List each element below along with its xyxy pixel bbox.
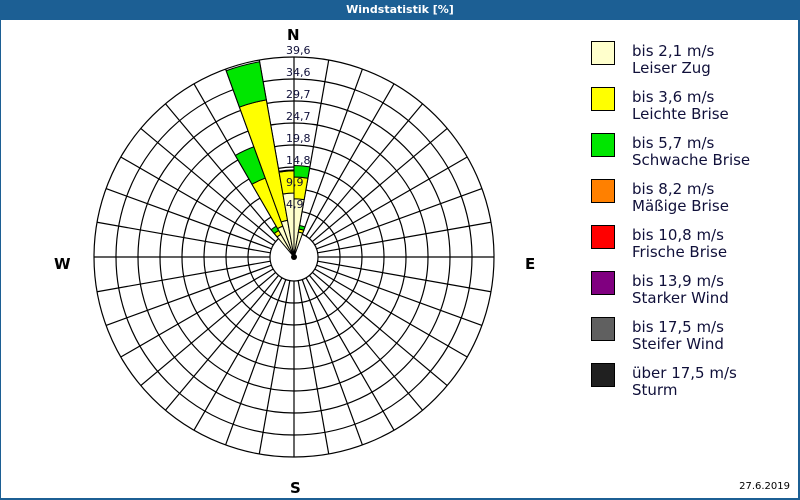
ring-labels: 4,9 9,9 14,8 19,8 24,7 29,7 34,6 39,6 [286, 44, 311, 211]
legend-speed: über 17,5 m/s [632, 364, 737, 382]
ring-label: 39,6 [286, 44, 311, 57]
legend-item: bis 13,9 m/s Starker Wind [591, 271, 791, 317]
grid-spoke [301, 68, 363, 235]
grid-spoke [297, 280, 330, 455]
legend-description: Leichte Brise [632, 105, 729, 123]
ring-label: 9,9 [286, 176, 304, 189]
grid-spoke [316, 188, 483, 250]
legend-label: über 17,5 m/s Sturm [632, 365, 737, 399]
legend-speed: bis 17,5 m/s [632, 318, 724, 336]
ring-label: 14,8 [286, 154, 311, 167]
legend-label: bis 10,8 m/s Frische Brise [632, 227, 727, 261]
ring-label: 24,7 [286, 110, 311, 123]
legend-swatch [591, 225, 615, 249]
legend-speed: bis 5,7 m/s [632, 134, 715, 152]
wind-rose-segment [298, 224, 306, 231]
window-title: Windstatistik [%] [0, 0, 800, 20]
grid-spoke [164, 274, 280, 411]
ring-label: 34,6 [286, 66, 311, 79]
grid-spoke [317, 221, 492, 254]
grid-spoke [317, 260, 492, 293]
grid-spoke [316, 264, 483, 326]
legend-swatch [591, 87, 615, 111]
legend-description: Leiser Zug [632, 59, 711, 77]
grid-spoke [305, 277, 395, 431]
center-dot [291, 254, 297, 260]
grid-spoke [314, 156, 468, 246]
wind-rose-segment [293, 164, 311, 179]
grid-spoke [140, 127, 277, 243]
legend-label: bis 17,5 m/s Steifer Wind [632, 319, 724, 353]
grid-spoke [140, 271, 277, 387]
ring-label: 19,8 [286, 132, 311, 145]
grid-spoke [308, 103, 424, 240]
legend-description: Frische Brise [632, 243, 728, 261]
chart-panel: 4,9 9,9 14,8 19,8 24,7 29,7 34,6 39,6 N E S W b… [1, 20, 798, 498]
grid-spoke [105, 188, 272, 250]
legend-description: Starker Wind [632, 289, 729, 307]
grid-spoke [96, 221, 271, 254]
legend-swatch [591, 271, 615, 295]
grid-spoke [305, 83, 395, 237]
legend-item: bis 2,1 m/s Leiser Zug [591, 41, 791, 87]
legend-swatch [591, 133, 615, 157]
legend-swatch [591, 179, 615, 203]
ring-label: 29,7 [286, 88, 311, 101]
grid-spoke [308, 274, 424, 411]
grid-spoke [164, 103, 280, 240]
grid-spoke [105, 264, 272, 326]
grid-spoke [225, 279, 287, 446]
legend-swatch [591, 41, 615, 65]
legend-item: bis 5,7 m/s Schwache Brise [591, 133, 791, 179]
legend-speed: bis 10,8 m/s [632, 226, 724, 244]
wind-rose-chart: 4,9 9,9 14,8 19,8 24,7 29,7 34,6 39,6 [93, 44, 495, 458]
legend-description: Steifer Wind [632, 335, 724, 353]
legend-speed: bis 3,6 m/s [632, 88, 715, 106]
grid-spoke [120, 156, 274, 246]
legend-swatch [591, 317, 615, 341]
grid-spoke [96, 260, 271, 293]
legend-label: bis 8,2 m/s Mäßige Brise [632, 181, 729, 215]
grid-spoke [120, 268, 274, 358]
grid-spoke [301, 279, 363, 446]
ring-label: 4,9 [286, 198, 304, 211]
legend-label: bis 5,7 m/s Schwache Brise [632, 135, 750, 169]
date-label: 27.6.2019 [739, 481, 790, 492]
grid-spoke [311, 127, 448, 243]
wind-rose-grid [93, 56, 495, 458]
grid-spoke [258, 280, 291, 455]
wind-rose-segment [225, 61, 267, 108]
legend-label: bis 2,1 m/s Leiser Zug [632, 43, 714, 77]
legend-description: Mäßige Brise [632, 197, 729, 215]
legend-description: Sturm [632, 381, 678, 399]
compass-west-label: W [54, 255, 71, 273]
grid-spoke [314, 268, 468, 358]
legend-item: bis 3,6 m/s Leichte Brise [591, 87, 791, 133]
legend-speed: bis 2,1 m/s [632, 42, 715, 60]
legend-label: bis 13,9 m/s Starker Wind [632, 273, 729, 307]
compass-south-label: S [290, 479, 301, 497]
compass-east-label: E [525, 255, 536, 273]
legend-speed: bis 13,9 m/s [632, 272, 724, 290]
legend-item: bis 8,2 m/s Mäßige Brise [591, 179, 791, 225]
compass-north-label: N [287, 26, 300, 44]
legend-description: Schwache Brise [632, 151, 751, 169]
grid-spoke [311, 271, 448, 387]
legend-item: über 17,5 m/s Sturm [591, 363, 791, 409]
grid-spoke [193, 277, 283, 431]
legend-swatch [591, 363, 615, 387]
legend-label: bis 3,6 m/s Leichte Brise [632, 89, 729, 123]
legend-speed: bis 8,2 m/s [632, 180, 715, 198]
legend-item: bis 10,8 m/s Frische Brise [591, 225, 791, 271]
legend-item: bis 17,5 m/s Steifer Wind [591, 317, 791, 363]
